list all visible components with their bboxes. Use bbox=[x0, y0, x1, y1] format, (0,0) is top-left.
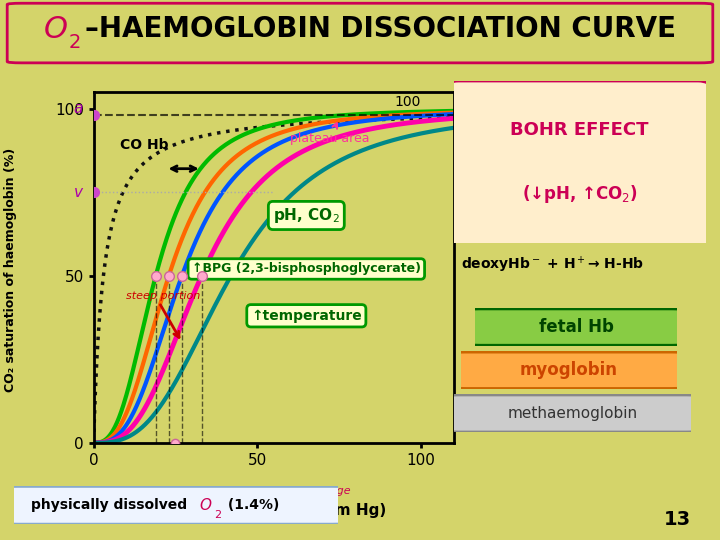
Text: (1.4%): (1.4%) bbox=[223, 498, 280, 512]
FancyBboxPatch shape bbox=[446, 81, 711, 248]
Text: myoglobin: myoglobin bbox=[520, 361, 618, 379]
Text: (↓pH, ↑CO$_2$): (↓pH, ↑CO$_2$) bbox=[522, 184, 637, 205]
FancyBboxPatch shape bbox=[454, 352, 683, 389]
Text: $P_{CO}$: $P_{CO}$ bbox=[240, 503, 274, 524]
Text: $v$: $v$ bbox=[73, 185, 84, 200]
Text: deoxyHb$^-$ + H$^+$→ H-Hb: deoxyHb$^-$ + H$^+$→ H-Hb bbox=[461, 254, 644, 275]
Text: ↑temperature: ↑temperature bbox=[251, 309, 361, 323]
Text: CO₂ saturation of haemoglobin (%): CO₂ saturation of haemoglobin (%) bbox=[4, 148, 17, 392]
Text: plateau area: plateau area bbox=[290, 123, 369, 145]
Text: 100: 100 bbox=[395, 94, 421, 109]
Text: pH, CO$_2$: pH, CO$_2$ bbox=[273, 206, 340, 225]
Text: $\mathit{2}$: $\mathit{2}$ bbox=[68, 32, 81, 52]
FancyBboxPatch shape bbox=[1, 487, 348, 524]
Text: CO Hb: CO Hb bbox=[120, 138, 168, 152]
Text: $P_{50}$: $P_{50}$ bbox=[202, 258, 222, 273]
Text: fetal Hb: fetal Hb bbox=[539, 318, 613, 336]
Text: BOHR EFFECT: BOHR EFFECT bbox=[510, 120, 649, 139]
Text: –HAEMOGLOBIN DISSOCIATION CURVE: –HAEMOGLOBIN DISSOCIATION CURVE bbox=[85, 15, 676, 43]
Text: ↑BPG (2,3-bisphosphoglycerate): ↑BPG (2,3-bisphosphoglycerate) bbox=[192, 262, 420, 275]
FancyBboxPatch shape bbox=[446, 395, 698, 432]
Text: (mm Hg): (mm Hg) bbox=[312, 503, 386, 518]
Text: $\mathit{O}$: $\mathit{O}$ bbox=[43, 15, 68, 44]
Text: $a$: $a$ bbox=[73, 101, 84, 116]
FancyBboxPatch shape bbox=[469, 308, 683, 346]
FancyBboxPatch shape bbox=[7, 3, 713, 63]
Text: physiological range: physiological range bbox=[242, 486, 351, 496]
Text: steep portion: steep portion bbox=[126, 291, 201, 301]
Text: $\mathit{O}$: $\mathit{O}$ bbox=[199, 497, 212, 513]
Text: physically dissolved: physically dissolved bbox=[30, 498, 192, 512]
Text: $\mathit{2}$: $\mathit{2}$ bbox=[214, 508, 222, 521]
Text: 13: 13 bbox=[664, 510, 691, 529]
Text: methaemoglobin: methaemoglobin bbox=[508, 406, 637, 421]
